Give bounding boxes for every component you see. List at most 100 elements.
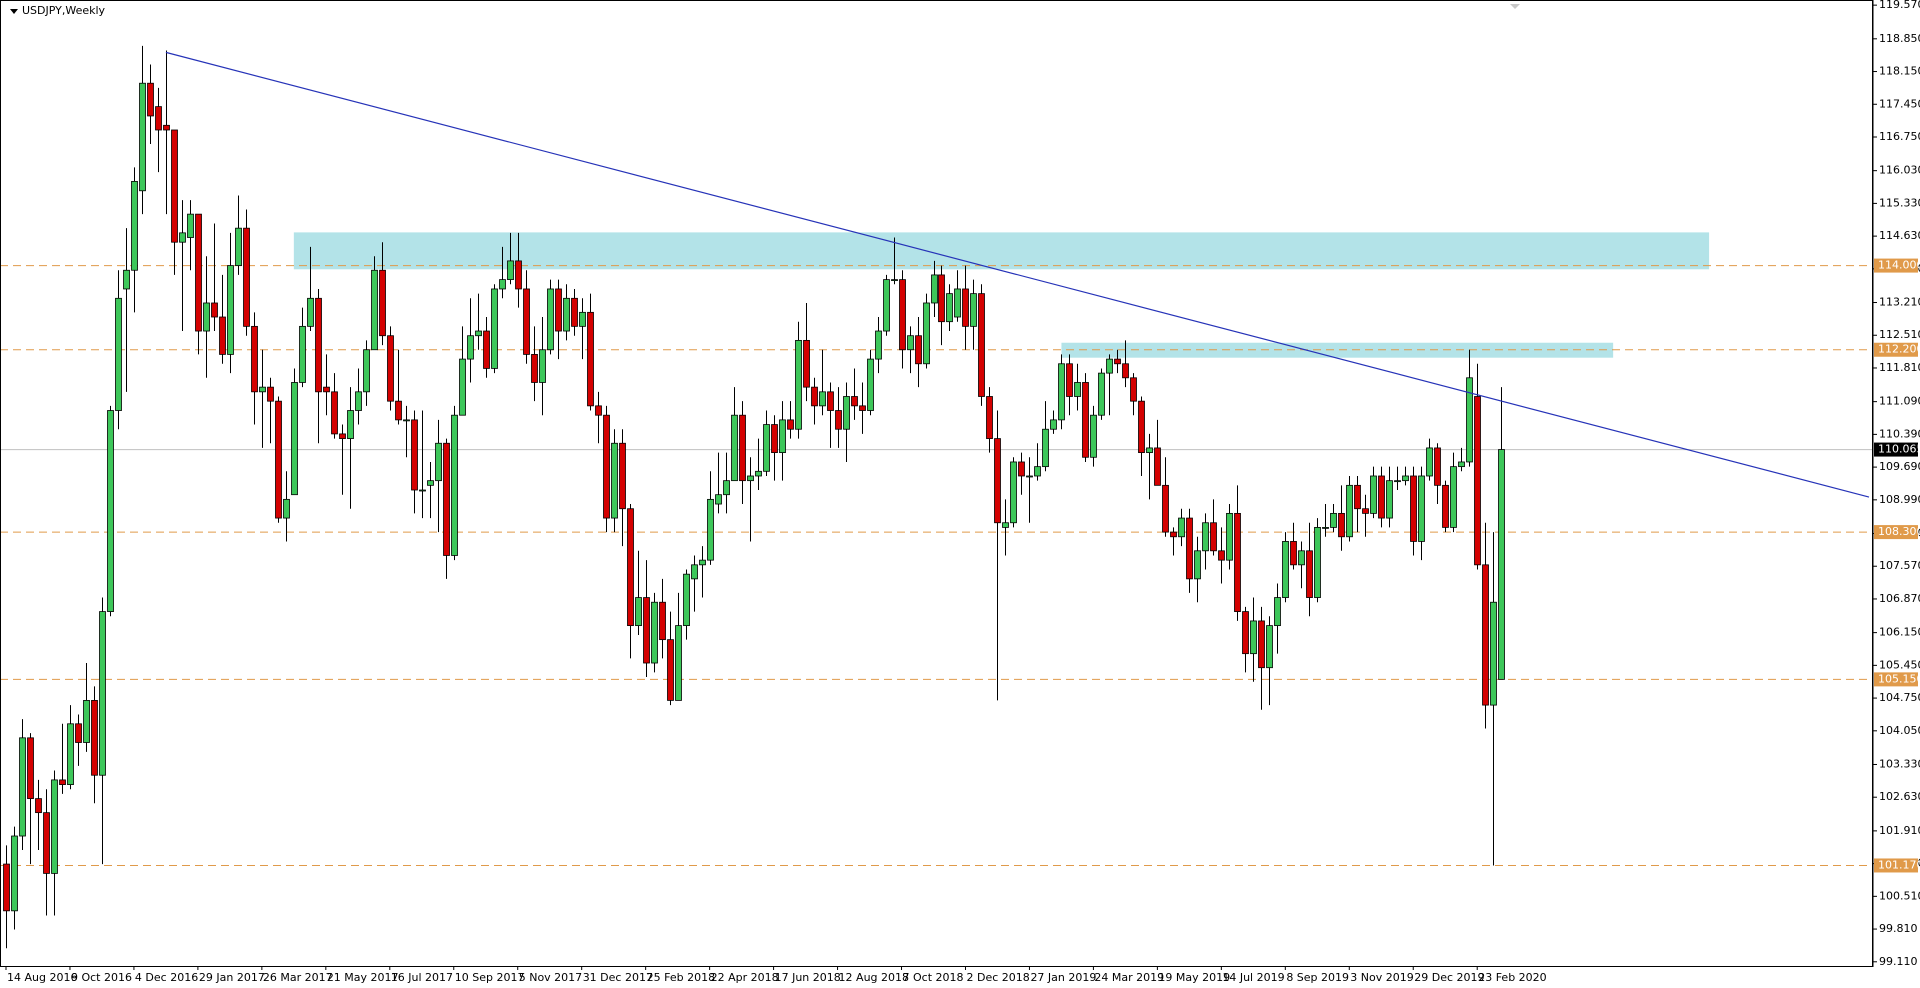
- candle-body: [1034, 466, 1041, 477]
- candle-body: [978, 293, 985, 397]
- candle: [1050, 410, 1057, 434]
- candle: [371, 256, 378, 351]
- candle-body: [915, 335, 922, 365]
- candle: [1018, 452, 1025, 495]
- candle-body: [459, 358, 466, 416]
- candle: [75, 714, 82, 766]
- candle-body: [1098, 372, 1105, 416]
- candle-body: [835, 410, 842, 430]
- level-label: 105.150: [1878, 672, 1920, 685]
- candle: [419, 410, 426, 519]
- candle: [459, 326, 466, 416]
- candle-body: [683, 573, 690, 627]
- candle-body: [875, 330, 882, 360]
- candle-body: [1066, 363, 1073, 397]
- x-tick-label: 16 Jul 2017: [391, 971, 453, 984]
- y-tick-label: 99.810: [1879, 922, 1918, 935]
- candle: [1338, 485, 1345, 551]
- candle: [43, 789, 50, 916]
- candle-body: [115, 297, 122, 411]
- candle: [451, 405, 458, 561]
- y-tick-label: 104.750: [1879, 691, 1920, 704]
- candle-body: [19, 737, 26, 837]
- zone: [1061, 342, 1614, 358]
- candle-body: [211, 302, 218, 318]
- candle-body: [1010, 461, 1017, 524]
- x-tick-label: 4 Dec 2016: [135, 971, 198, 984]
- candle-body: [723, 480, 730, 496]
- x-tick-label: 14 Jul 2019: [1222, 971, 1284, 984]
- candle-body: [131, 181, 138, 271]
- candle: [195, 213, 202, 355]
- candle-body: [555, 288, 562, 332]
- y-tick-label: 112.510: [1879, 328, 1920, 341]
- candle: [1290, 522, 1297, 570]
- candle-body: [419, 489, 426, 492]
- candle-body: [970, 293, 977, 327]
- candle: [1378, 466, 1385, 528]
- symbol-menu-arrow[interactable]: [10, 9, 18, 14]
- candle-body: [1082, 382, 1089, 458]
- candle-body: [1218, 550, 1225, 561]
- candle-body: [994, 438, 1001, 524]
- candle: [579, 298, 586, 360]
- candle: [1010, 457, 1017, 528]
- candle: [35, 779, 42, 851]
- candle: [83, 663, 90, 752]
- candle: [1258, 606, 1265, 710]
- candle-body: [1250, 620, 1257, 655]
- candle: [347, 387, 354, 509]
- candle-body: [883, 279, 890, 332]
- candle: [1058, 354, 1065, 430]
- candle: [938, 265, 945, 346]
- candle: [883, 274, 890, 336]
- candle-body: [483, 330, 490, 369]
- y-tick-label: 100.510: [1879, 889, 1920, 902]
- candle-body: [1242, 611, 1249, 655]
- candle: [1450, 452, 1457, 533]
- candle: [907, 326, 914, 374]
- candle: [915, 317, 922, 388]
- candle-body: [467, 335, 474, 360]
- candle: [859, 382, 866, 434]
- candle: [323, 354, 330, 416]
- candle: [1386, 466, 1393, 528]
- candle: [795, 321, 802, 439]
- candle: [1170, 527, 1177, 556]
- candle-body: [315, 297, 322, 393]
- y-tick-label: 113.210: [1879, 296, 1920, 309]
- candle-body: [1418, 475, 1425, 542]
- shift-marker[interactable]: [1510, 4, 1520, 9]
- candle-body: [954, 288, 961, 318]
- y-tick-label: 119.570: [1879, 0, 1920, 11]
- candle-body: [507, 260, 514, 281]
- candle-body: [179, 232, 186, 243]
- candle: [1226, 504, 1233, 570]
- candle-body: [107, 410, 114, 612]
- candle-body: [1026, 475, 1033, 478]
- candle: [227, 232, 234, 374]
- candle-body: [371, 269, 378, 351]
- candle: [715, 452, 722, 514]
- candle-body: [83, 700, 90, 743]
- candle-body: [691, 564, 698, 580]
- candle: [946, 284, 953, 332]
- y-tick-label: 105.450: [1879, 658, 1920, 671]
- candle-body: [699, 559, 706, 566]
- candle-body: [1002, 522, 1009, 528]
- candle-body: [1170, 531, 1177, 538]
- candle-body: [763, 424, 770, 472]
- candle-body: [491, 288, 498, 369]
- y-tick-label: 103.330: [1879, 757, 1920, 770]
- candle: [283, 471, 290, 542]
- candle: [811, 377, 818, 425]
- candle: [251, 312, 258, 425]
- candle: [1418, 466, 1425, 561]
- candle: [91, 686, 98, 804]
- trendline: [165, 51, 1870, 498]
- candle: [699, 546, 706, 598]
- candle-body: [1354, 484, 1361, 510]
- candle-body: [3, 863, 10, 912]
- candle-body: [755, 470, 762, 477]
- y-tick-label: 118.850: [1879, 32, 1920, 45]
